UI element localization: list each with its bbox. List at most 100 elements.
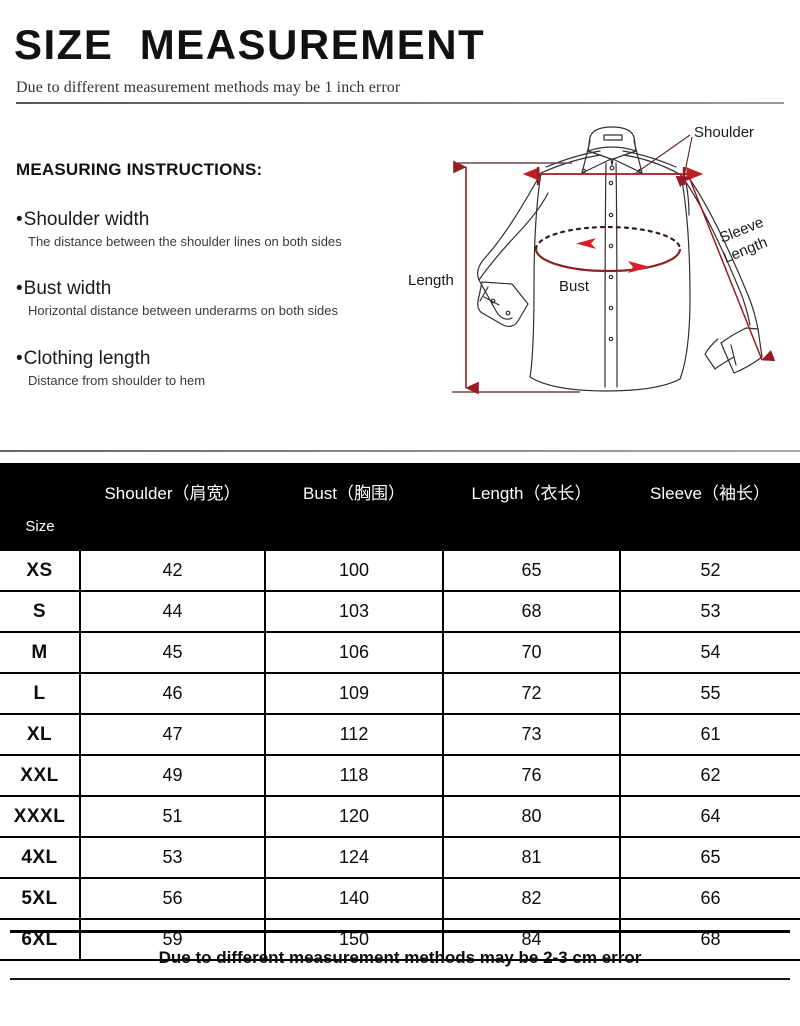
table-row: 4XL 53 124 81 65: [0, 836, 800, 879]
shirt-outline-graphic: [477, 126, 763, 392]
cell-sleeve: 54: [619, 631, 800, 674]
instruction-title-text: Bust width: [23, 278, 112, 300]
cell-sleeve: 62: [619, 754, 800, 797]
size-table-container: Size Shoulder（肩宽） Bust（胸围） Length（衣长） Sl…: [0, 463, 800, 961]
instruction-item-bust-width: •Bust width Horizontal distance between …: [16, 279, 436, 319]
footer-divider-top: [10, 930, 790, 933]
table-row: XL 47 112 73 61: [0, 713, 800, 756]
cell-shoulder: 47: [79, 713, 266, 756]
bullet-icon: •: [16, 347, 23, 369]
cell-bust: 106: [264, 631, 444, 674]
length-measure-arrow: [452, 160, 580, 395]
cell-length: 82: [442, 877, 621, 920]
cell-length: 73: [442, 713, 621, 756]
cell-sleeve: 55: [619, 672, 800, 715]
length-label: Length: [408, 272, 454, 289]
instruction-desc: The distance between the shoulder lines …: [28, 233, 342, 249]
cell-length: 65: [442, 551, 621, 592]
instruction-item-shoulder-width: •Shoulder width The distance between the…: [16, 209, 436, 249]
instructions-heading: MEASURING INSTRUCTIONS:: [16, 160, 263, 179]
cell-bust: 109: [264, 672, 444, 715]
cell-shoulder: 56: [79, 877, 266, 920]
instruction-desc: Distance from shoulder to hem: [28, 372, 206, 388]
table-row: L 46 109 72 55: [0, 672, 800, 715]
title-divider: [16, 102, 784, 104]
cell-length: 80: [442, 795, 621, 838]
table-row: XXL 49 118 76 62: [0, 754, 800, 797]
table-row: XXXL 51 120 80 64: [0, 795, 800, 838]
column-header-shoulder: Shoulder（肩宽）: [80, 463, 265, 551]
cell-sleeve: 53: [619, 590, 800, 633]
cell-length: 76: [442, 754, 621, 797]
instruction-title-text: Shoulder width: [23, 209, 150, 230]
cell-size: S: [0, 590, 81, 633]
cell-size: XL: [0, 713, 81, 756]
table-top-divider: [0, 450, 800, 452]
bust-measure-ellipse: [534, 225, 682, 273]
table-row: S 44 103 68 53: [0, 590, 800, 633]
column-header-sleeve: Sleeve（袖长）: [620, 463, 800, 551]
cell-bust: 118: [264, 754, 444, 797]
column-header-bust: Bust（胸围）: [265, 463, 443, 551]
cell-length: 84: [442, 918, 621, 961]
cell-size: XXXL: [0, 795, 81, 838]
cell-shoulder: 49: [79, 754, 266, 797]
bullet-icon: •: [16, 278, 23, 300]
footer-note: Due to different measurement methods may…: [158, 948, 642, 967]
column-header-size: Size: [0, 463, 80, 551]
cell-sleeve: 64: [619, 795, 800, 838]
cell-shoulder: 46: [79, 672, 266, 715]
page-title: SIZE MEASUREMENT: [14, 21, 486, 68]
sleeve-length-measure-arrow: [675, 175, 776, 362]
cell-bust: 112: [264, 713, 444, 756]
cell-length: 68: [442, 590, 621, 633]
cell-size: XXL: [0, 754, 81, 797]
table-header-row: Size Shoulder（肩宽） Bust（胸围） Length（衣长） Sl…: [0, 463, 800, 551]
cell-size: L: [0, 672, 81, 715]
cell-size: XS: [0, 551, 81, 592]
shoulder-label: Shoulder: [694, 124, 754, 141]
shirt-measurement-diagram: Length Shoulder Bust Sleeve Length: [400, 115, 800, 450]
cell-sleeve: 52: [619, 551, 800, 592]
cell-size: M: [0, 631, 81, 674]
cell-bust: 124: [264, 836, 444, 879]
cell-shoulder: 44: [79, 590, 266, 633]
column-header-length: Length（衣长）: [443, 463, 620, 551]
size-table-body: XS 42 100 65 52 S 44 103 68 53 M 45 106 70 54 L 46 109…: [0, 551, 800, 961]
cell-bust: 103: [264, 590, 444, 633]
bust-label: Bust: [559, 278, 590, 295]
instruction-item-clothing-length: •Clothing length Distance from shoulder …: [16, 347, 436, 388]
cell-sleeve: 65: [619, 836, 800, 879]
table-row: M 45 106 70 54: [0, 631, 800, 674]
cell-shoulder: 42: [79, 551, 266, 592]
size-chart-table: Size Shoulder（肩宽） Bust（胸围） Length（衣长） Sl…: [0, 463, 800, 961]
cell-length: 81: [442, 836, 621, 879]
page-subtitle: Due to different measurement methods may…: [16, 79, 401, 96]
table-row: 6XL 59 150 84 68: [0, 918, 800, 961]
cell-length: 72: [442, 672, 621, 715]
cell-bust: 120: [264, 795, 444, 838]
cell-size: 4XL: [0, 836, 81, 879]
cell-sleeve: 68: [619, 918, 800, 961]
instruction-desc: Horizontal distance between underarms on…: [28, 303, 339, 319]
cell-sleeve: 61: [619, 713, 800, 756]
cell-sleeve: 66: [619, 877, 800, 920]
instruction-title: •Bust width: [16, 279, 436, 300]
instruction-title-text: Clothing length: [23, 347, 151, 369]
cell-size: 6XL: [0, 918, 81, 961]
cell-length: 70: [442, 631, 621, 674]
cell-bust: 150: [264, 918, 444, 961]
cell-bust: 100: [264, 551, 444, 592]
measuring-instructions: MEASURING INSTRUCTIONS: •Shoulder width …: [16, 160, 436, 418]
cell-shoulder: 59: [79, 918, 266, 961]
bullet-icon: •: [16, 209, 23, 230]
table-row: XS 42 100 65 52: [0, 551, 800, 592]
instruction-title: •Shoulder width: [16, 209, 436, 231]
cell-shoulder: 53: [79, 836, 266, 879]
cell-shoulder: 51: [79, 795, 266, 838]
table-row: 5XL 56 140 82 66: [0, 877, 800, 920]
instruction-title: •Clothing length: [16, 347, 436, 370]
cell-shoulder: 45: [79, 631, 266, 674]
footer-divider-bottom: [10, 978, 790, 980]
cell-bust: 140: [264, 877, 444, 920]
